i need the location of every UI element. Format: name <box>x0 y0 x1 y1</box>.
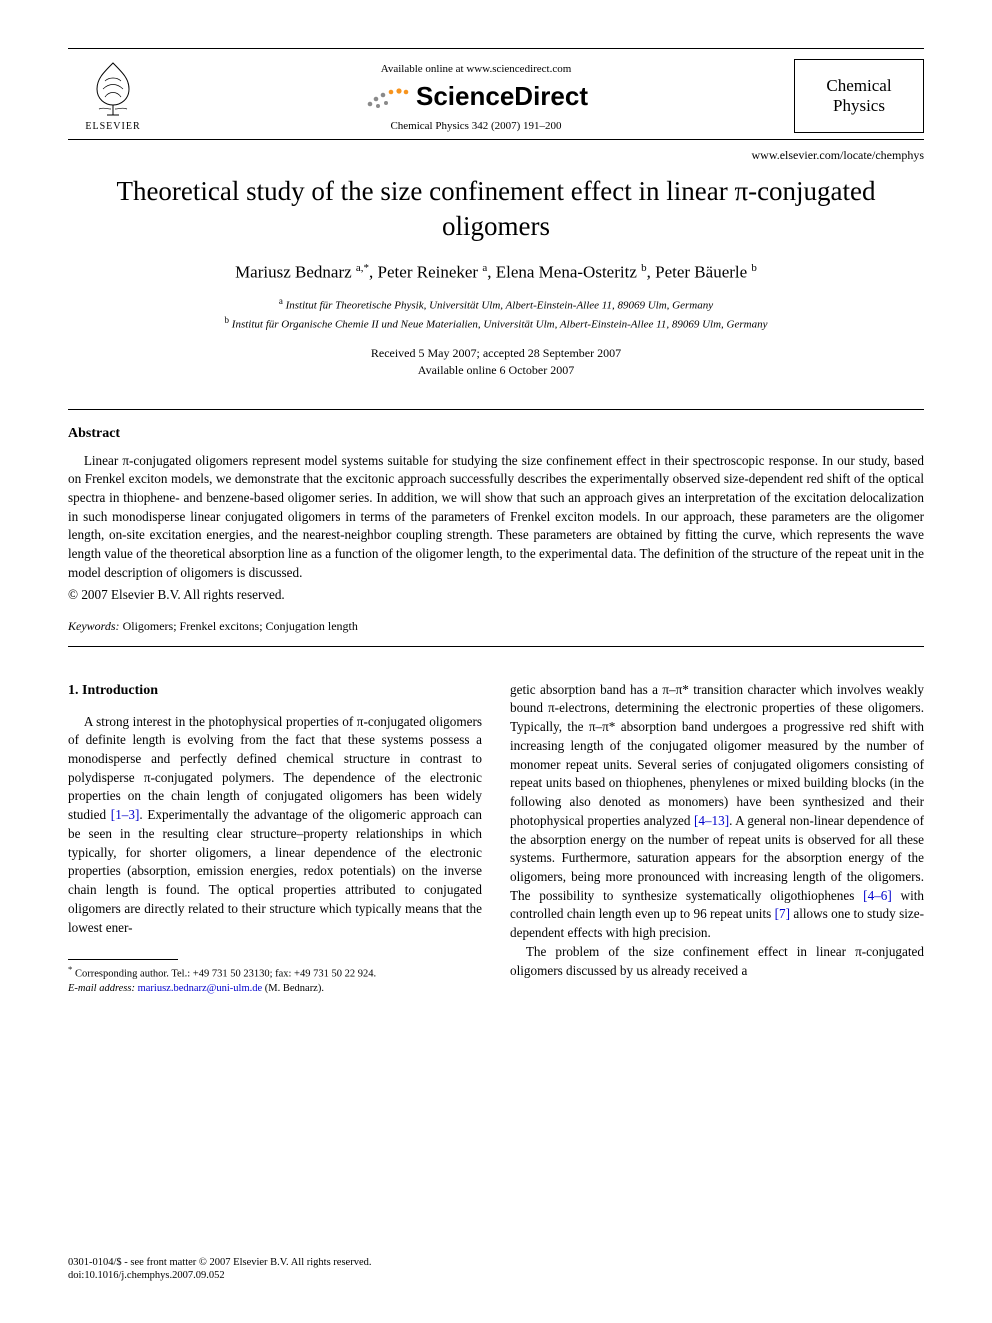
journal-url[interactable]: www.elsevier.com/locate/chemphys <box>752 148 925 163</box>
journal-title-box: Chemical Physics <box>794 59 924 133</box>
footnote-separator <box>68 959 178 960</box>
abstract-copyright: © 2007 Elsevier B.V. All rights reserved… <box>68 587 924 603</box>
front-matter-line1: 0301-0104/$ - see front matter © 2007 El… <box>68 1256 371 1270</box>
section-heading-introduction: 1. Introduction <box>68 681 482 701</box>
abstract-heading: Abstract <box>68 426 924 442</box>
front-matter-block: 0301-0104/$ - see front matter © 2007 El… <box>68 1256 371 1283</box>
article-dates: Received 5 May 2007; accepted 28 Septemb… <box>68 345 924 379</box>
received-accepted-line: Received 5 May 2007; accepted 28 Septemb… <box>68 345 924 362</box>
article-title: Theoretical study of the size confinemen… <box>68 174 924 244</box>
corr-author-email[interactable]: mariusz.bednarz@uni-ulm.de <box>138 983 263 994</box>
left-column: 1. Introduction A strong interest in the… <box>68 681 482 997</box>
divider <box>68 646 924 647</box>
citation-link[interactable]: [1–3] <box>111 807 140 822</box>
elsevier-label: ELSEVIER <box>85 121 140 132</box>
sciencedirect-wordmark: ScienceDirect <box>416 81 588 112</box>
citation-link[interactable]: [4–13] <box>694 813 729 828</box>
affiliation-a: a Institut für Theoretische Physik, Univ… <box>68 295 924 314</box>
journal-box-line2: Physics <box>833 96 885 116</box>
email-owner: (M. Bednarz). <box>265 983 324 994</box>
abstract-body: Linear π-conjugated oligomers represent … <box>68 452 924 583</box>
sciencedirect-logo: ScienceDirect <box>158 81 794 112</box>
doi-line: doi:10.1016/j.chemphys.2007.09.052 <box>68 1269 371 1283</box>
author-list: Mariusz Bednarz a,*, Peter Reineker a, E… <box>68 262 924 283</box>
affiliation-b: b Institut für Organische Chemie II und … <box>68 314 924 333</box>
citation-link[interactable]: [7] <box>775 906 790 921</box>
affiliation-a-text: Institut für Theoretische Physik, Univer… <box>286 300 714 312</box>
elsevier-logo-block: ELSEVIER <box>68 59 158 132</box>
elsevier-tree-icon <box>83 59 143 119</box>
keywords-label: Keywords: <box>68 619 120 633</box>
corresponding-author-footnote: * Corresponding author. Tel.: +49 731 50… <box>68 964 482 996</box>
journal-header: ELSEVIER Available online at www.science… <box>68 48 924 140</box>
sciencedirect-swoosh-icon <box>364 82 410 112</box>
intro-para-left: A strong interest in the photophysical p… <box>68 713 482 938</box>
right-column: getic absorption band has a π–π* transit… <box>510 681 924 997</box>
body-columns: 1. Introduction A strong interest in the… <box>68 681 924 997</box>
citation-line: Chemical Physics 342 (2007) 191–200 <box>158 120 794 132</box>
affiliation-b-text: Institut für Organische Chemie II und Ne… <box>232 319 768 331</box>
citation-link[interactable]: [4–6] <box>863 888 892 903</box>
available-online-line: Available online at www.sciencedirect.co… <box>158 63 794 75</box>
divider <box>68 409 924 410</box>
email-label: E-mail address: <box>68 983 135 994</box>
journal-box-line1: Chemical <box>826 76 891 96</box>
keywords-line: Keywords: Oligomers; Frenkel excitons; C… <box>68 619 924 634</box>
keywords-text: Oligomers; Frenkel excitons; Conjugation… <box>123 619 358 633</box>
intro-para-right-1: getic absorption band has a π–π* transit… <box>510 681 924 943</box>
corr-author-text: Corresponding author. Tel.: +49 731 50 2… <box>75 969 376 980</box>
intro-para-right-2: The problem of the size confinement effe… <box>510 943 924 980</box>
available-online-date: Available online 6 October 2007 <box>68 362 924 379</box>
header-center: Available online at www.sciencedirect.co… <box>158 59 794 132</box>
